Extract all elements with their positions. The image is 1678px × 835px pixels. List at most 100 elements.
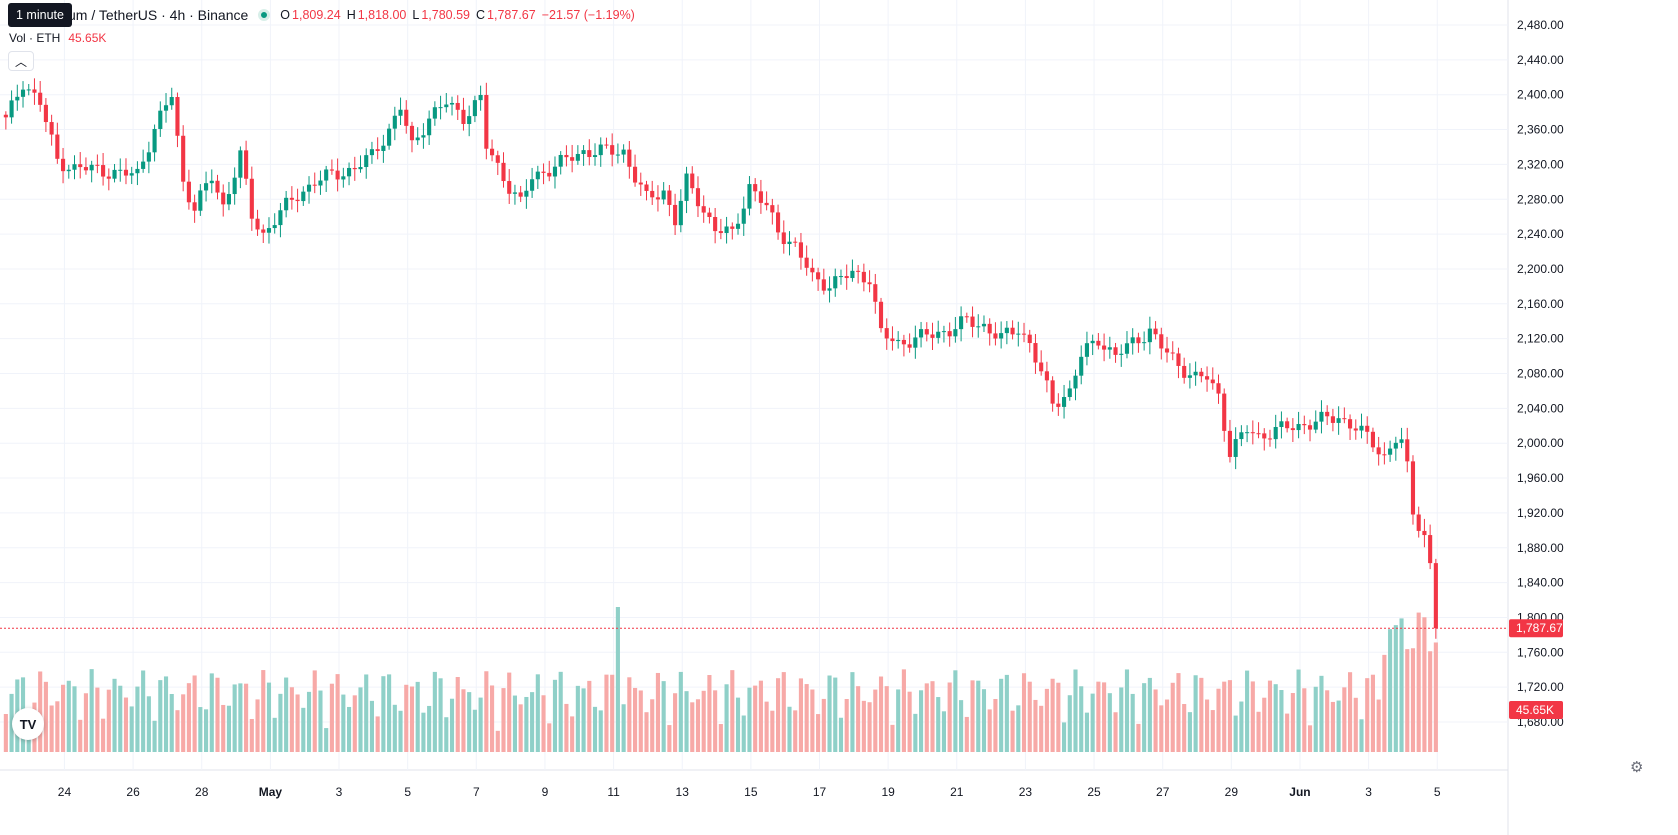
candle-body [735, 223, 741, 229]
candle-body [398, 109, 403, 116]
candle-body [901, 339, 906, 345]
candle-body [438, 107, 443, 109]
candle-body [358, 167, 363, 170]
candle-body [816, 272, 821, 280]
interval-tooltip: 1 minute [8, 3, 72, 27]
candle-body [501, 162, 506, 182]
tradingview-logo-icon[interactable]: TV [12, 708, 44, 740]
candle-body [1388, 448, 1393, 455]
symbol-title[interactable]: um / TetherUS · 4h · Binance [68, 7, 249, 23]
candle-body [575, 153, 580, 161]
candle-body [266, 228, 272, 233]
volume-bar [347, 706, 352, 752]
candle-body [1325, 411, 1330, 417]
volume-bar [1142, 683, 1147, 752]
volume-bar [1056, 682, 1061, 752]
candle-body [364, 155, 369, 168]
x-tick-label: 13 [676, 785, 690, 799]
x-tick-label: 3 [1365, 785, 1372, 799]
candle-body [1342, 418, 1347, 420]
candle-body [592, 155, 598, 158]
x-tick-label: 5 [404, 785, 411, 799]
volume-bar [1342, 687, 1347, 752]
market-status-icon[interactable] [258, 9, 271, 21]
candle-body [209, 180, 214, 184]
candle-body [1187, 375, 1192, 378]
volume-bar [615, 607, 620, 752]
volume-bar [518, 704, 523, 752]
candle-body [141, 161, 146, 169]
candle-body [1090, 340, 1095, 344]
volume-bar [1010, 710, 1015, 752]
candle-body [238, 150, 243, 178]
volume-bar [364, 674, 369, 752]
candle-body [278, 210, 283, 226]
volume-bar [1096, 681, 1101, 752]
candle-body [833, 276, 838, 289]
high-value: H 1,818.00 [346, 8, 407, 22]
candle-body [856, 270, 861, 272]
candle-body [1193, 371, 1198, 376]
volume-bar [924, 683, 929, 752]
x-tick-label: 29 [1225, 785, 1239, 799]
volume-bar [1182, 703, 1187, 752]
y-tick-label: 2,280.00 [1517, 192, 1564, 206]
candle-body [907, 344, 912, 348]
candle-body [1393, 442, 1398, 449]
y-tick-label: 1,960.00 [1517, 471, 1564, 485]
volume-bar [787, 706, 792, 752]
candle-body [770, 205, 775, 213]
candle-body [352, 167, 357, 170]
collapse-legend-button[interactable]: ︿ [8, 51, 34, 71]
candle-body [861, 271, 866, 283]
candle-body [1279, 421, 1284, 427]
last-price-badge [1509, 619, 1563, 638]
volume-bar [272, 717, 277, 752]
volume-bar [204, 709, 209, 752]
candle-body [530, 179, 535, 191]
candle-body [1422, 530, 1427, 536]
volume-bar [770, 710, 775, 752]
volume-bar [1256, 711, 1261, 752]
volume-bar [1227, 680, 1232, 752]
volume-bar [564, 703, 569, 752]
y-tick-label: 2,320.00 [1517, 157, 1564, 171]
volume-bar [306, 691, 312, 752]
candle-body [941, 331, 946, 333]
candle-body [1010, 327, 1015, 335]
candle-body [118, 169, 123, 171]
candle-body [1239, 432, 1244, 440]
volume-bar [324, 728, 329, 752]
volume-bar [1073, 669, 1078, 752]
volume-bar [581, 688, 586, 752]
volume-bar [816, 714, 821, 752]
candle-body [873, 284, 878, 302]
candle-body [1273, 426, 1278, 440]
volume-bar [238, 683, 243, 752]
volume-bar [1222, 681, 1227, 752]
volume-bar [472, 709, 477, 752]
candle-body [678, 200, 683, 226]
volume-bar [981, 689, 987, 752]
settings-icon[interactable]: ⚙ [1630, 759, 1644, 776]
volume-bar [1336, 700, 1341, 752]
candle-body [610, 145, 615, 155]
volume-bar [375, 716, 380, 752]
volume-bar [369, 700, 374, 752]
volume-bar [1136, 723, 1141, 752]
volume-bar [392, 704, 397, 752]
volume-bar [1279, 690, 1284, 752]
candle-body [1027, 334, 1032, 344]
y-tick-label: 1,840.00 [1517, 576, 1564, 590]
x-tick-label: Jun [1289, 785, 1310, 799]
candle-body [32, 89, 37, 93]
candle-body [1262, 433, 1267, 439]
candle-body [758, 191, 763, 203]
candle-body [850, 270, 855, 279]
volume-bar [901, 669, 906, 752]
candle-body [15, 96, 20, 101]
candle-body [661, 190, 666, 200]
volume-bar [1176, 673, 1181, 752]
candle-body [38, 92, 43, 105]
